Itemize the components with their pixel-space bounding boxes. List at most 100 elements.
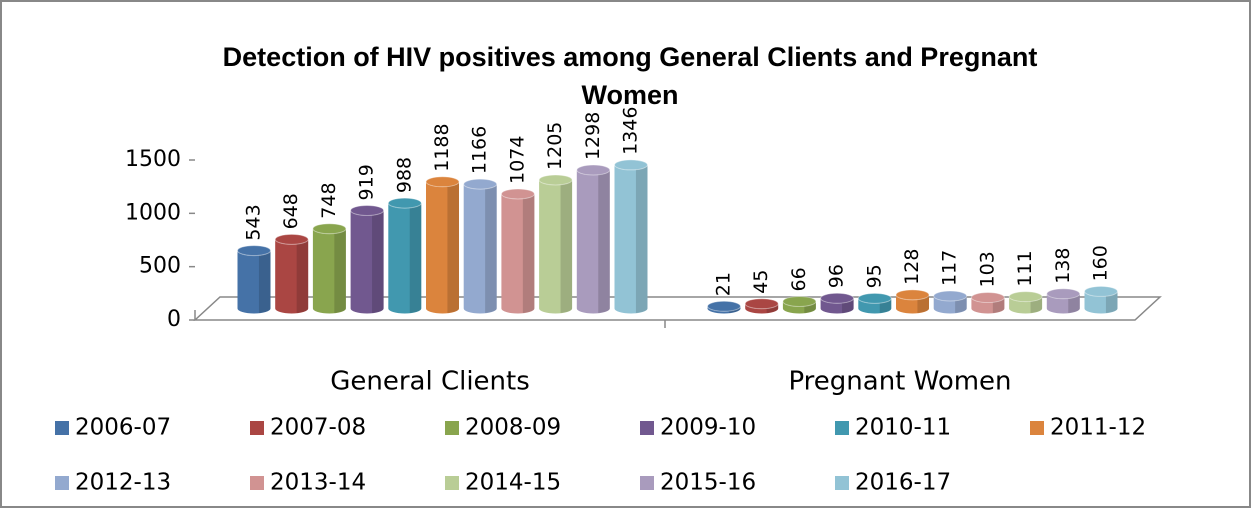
bar-top xyxy=(970,292,1005,304)
legend-label: 2013-14 xyxy=(270,470,366,496)
data-label: 95 xyxy=(863,264,885,288)
bar-shade xyxy=(334,228,346,313)
bar xyxy=(1009,296,1043,314)
bar xyxy=(782,301,816,314)
legend-label: 2015-16 xyxy=(660,470,756,496)
legend-label: 2012-13 xyxy=(75,470,171,496)
bar-top xyxy=(237,245,271,257)
bar-shade xyxy=(1068,293,1080,313)
legend-label: 2006-07 xyxy=(75,415,171,441)
bar-shade xyxy=(522,193,535,313)
bar xyxy=(539,179,573,314)
data-label: 160 xyxy=(1090,245,1112,281)
legend-swatch xyxy=(1030,421,1044,435)
bar xyxy=(745,303,779,314)
bar xyxy=(1046,293,1080,314)
bar xyxy=(1084,291,1118,314)
bar-shade xyxy=(917,294,929,313)
y-tick-label: 1000 xyxy=(125,200,181,225)
data-label: 748 xyxy=(318,182,340,218)
data-label: 117 xyxy=(939,250,961,286)
data-label: 919 xyxy=(356,164,378,200)
data-label: 1346 xyxy=(620,107,642,155)
bar-top xyxy=(614,159,648,171)
bar-top xyxy=(576,164,611,176)
bar-top xyxy=(707,300,741,312)
bar-top xyxy=(1008,291,1043,303)
legend-label: 2007-08 xyxy=(270,415,366,441)
bar xyxy=(350,210,384,314)
bar xyxy=(275,239,309,314)
bar-top xyxy=(425,176,460,188)
bar xyxy=(896,294,929,314)
data-label: 543 xyxy=(243,204,265,240)
data-label: 1298 xyxy=(582,112,604,160)
bar-top xyxy=(312,223,347,235)
y-tick-label: 1500 xyxy=(125,147,181,172)
floor xyxy=(193,296,1162,321)
bar-shade xyxy=(560,179,573,313)
legend-label: 2010-11 xyxy=(855,415,951,441)
bar xyxy=(820,298,854,314)
bar-shade xyxy=(447,181,459,313)
bar-shade xyxy=(409,203,422,313)
bar xyxy=(463,184,497,314)
data-label: 1188 xyxy=(431,123,453,171)
x-tick-label: Pregnant Women xyxy=(788,367,1011,397)
bar-top xyxy=(744,298,779,310)
y-tick-label: 500 xyxy=(139,254,181,279)
legend-label: 2011-12 xyxy=(1050,415,1146,441)
legend-label: 2014-15 xyxy=(465,470,561,496)
bar-shade xyxy=(296,239,309,313)
bar xyxy=(312,228,346,314)
legend-swatch xyxy=(250,421,264,435)
bar xyxy=(237,250,271,314)
bar-top xyxy=(782,295,817,307)
legend-swatch xyxy=(445,476,459,490)
bar-top xyxy=(933,290,968,302)
bar xyxy=(388,203,422,314)
bar-top xyxy=(1046,288,1081,300)
bar-shade xyxy=(1105,291,1118,313)
bar xyxy=(933,296,967,314)
bar-top xyxy=(274,233,309,245)
bar-top xyxy=(463,178,498,190)
data-label: 128 xyxy=(901,249,923,285)
data-label: 66 xyxy=(788,267,810,291)
y-tick-label: 0 xyxy=(167,307,181,332)
bar-top xyxy=(500,188,535,200)
bar-shade xyxy=(372,210,384,313)
bar-shade xyxy=(485,184,497,313)
data-label: 1074 xyxy=(506,136,528,184)
data-label: 45 xyxy=(750,270,772,294)
legend-swatch xyxy=(640,476,654,490)
data-label: 988 xyxy=(393,157,415,193)
x-tick-label: General Clients xyxy=(330,367,530,397)
bar-top xyxy=(895,289,930,301)
bar-shade xyxy=(258,250,271,313)
legend-swatch xyxy=(445,421,459,435)
bar-shade xyxy=(635,164,648,313)
bar-top xyxy=(820,292,855,304)
data-label: 1166 xyxy=(469,126,491,174)
legend-label: 2009-10 xyxy=(660,415,756,441)
bar xyxy=(707,306,741,314)
bar-top xyxy=(350,204,385,216)
data-label: 96 xyxy=(826,264,848,288)
bar-top xyxy=(857,292,892,304)
bar-top xyxy=(387,197,422,209)
bar xyxy=(576,170,610,314)
bar xyxy=(614,164,648,314)
legend-swatch xyxy=(55,476,69,490)
data-label: 138 xyxy=(1052,248,1074,284)
data-label: 21 xyxy=(713,272,735,296)
bar xyxy=(426,181,459,314)
bar-shade xyxy=(598,170,610,313)
bar xyxy=(971,297,1005,314)
legend-label: 2008-09 xyxy=(465,415,561,441)
bar xyxy=(858,298,892,314)
bar-top xyxy=(538,174,573,186)
